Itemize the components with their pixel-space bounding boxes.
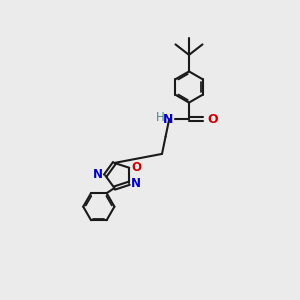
Text: N: N [131,177,141,190]
Text: O: O [131,161,141,174]
Text: H: H [156,111,165,124]
Text: N: N [163,112,173,126]
Text: O: O [207,112,217,126]
Text: N: N [93,168,103,182]
